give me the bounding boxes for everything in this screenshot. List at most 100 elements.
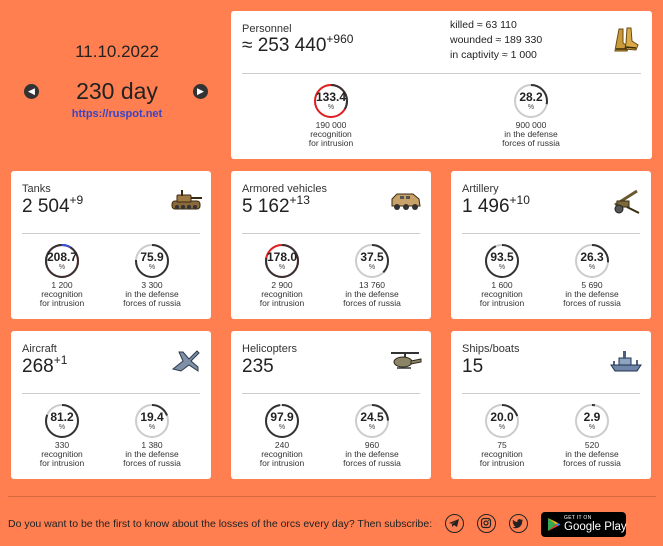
gauge-value: 2.9 xyxy=(583,410,601,424)
gauge-percent: % xyxy=(527,104,535,111)
gauge-svg xyxy=(45,244,79,278)
gauge-ring: 2.9 % xyxy=(574,403,610,439)
gauge-svg xyxy=(575,244,609,278)
equipment-card-ships-boats: Ships/boats 15 20.0 % 75 recognition for… xyxy=(451,331,651,479)
gauge-value: 93.5 xyxy=(490,250,514,264)
gauge-percent: % xyxy=(58,264,66,271)
gauge-percent: % xyxy=(148,424,156,431)
gauge-value: 208.7 xyxy=(46,250,78,264)
gauge-svg xyxy=(355,244,389,278)
stat-defense: 37.5 % 13 760 in the defense forces of r… xyxy=(327,243,417,308)
stat-label: in the defense xyxy=(125,449,179,459)
gauge-svg xyxy=(485,244,519,278)
gauge-ring: 28.2 % xyxy=(513,83,549,119)
stat-defense: 2.9 % 520 in the defense forces of russi… xyxy=(547,403,637,468)
stat-label: in the defense xyxy=(565,449,619,459)
stat-number: 330 xyxy=(54,440,70,450)
twitter-icon[interactable] xyxy=(509,514,528,533)
stat-label: forces of russia xyxy=(502,138,560,148)
gauge-fill xyxy=(45,404,79,438)
gauge-ring: 178.0 % xyxy=(264,243,300,279)
next-day-button[interactable]: ▶ xyxy=(193,84,208,99)
stat-label: recognition xyxy=(481,289,523,299)
google-play-button[interactable]: GET IT ON Google Play xyxy=(541,512,627,537)
gauge-value: 28.2 xyxy=(519,90,543,104)
card-value: 235 xyxy=(242,356,274,377)
stat-recognition: 97.9 % 240 recognition for intrusion xyxy=(237,403,327,468)
gauge-value: 24.5 xyxy=(360,410,384,424)
report-date: 11.10.2022 xyxy=(75,42,159,61)
equipment-card-tanks: Tanks 2 504+9 208.7 % 1 200 recognition … xyxy=(11,171,211,319)
gauge-percent: % xyxy=(498,424,506,431)
gauge-percent: % xyxy=(327,104,335,111)
stat-defense: 19.4 % 1 380 in the defense forces of ru… xyxy=(107,403,197,468)
gauge-ring: 20.0 % xyxy=(484,403,520,439)
equipment-card-armored-vehicles: Armored vehicles 5 162+13 178.0 % 2 900 … xyxy=(231,171,431,319)
gauge-ring: 93.5 % xyxy=(484,243,520,279)
gauge-value: 37.5 xyxy=(360,250,384,264)
gauge-value: 133.4 xyxy=(315,90,347,104)
gauge-svg xyxy=(575,404,609,438)
gauge-value: 75.9 xyxy=(140,250,164,264)
card-divider xyxy=(242,393,420,394)
gauge-percent: % xyxy=(588,264,596,271)
stat-recognition: 20.0 % 75 recognition for intrusion xyxy=(457,403,547,468)
day-counter: 230 day xyxy=(76,78,158,104)
stat-label: for intrusion xyxy=(39,298,85,308)
card-delta: +960 xyxy=(326,32,354,46)
gauge-percent: % xyxy=(498,264,506,271)
ship-icon xyxy=(609,347,643,380)
stat-number: 900 000 xyxy=(515,120,547,130)
stat-label: recognition xyxy=(481,449,523,459)
stat-recognition: 208.7 % 1 200 recognition for intrusion xyxy=(17,243,107,308)
card-value: 1 496+10 xyxy=(462,193,530,217)
stat-label: recognition xyxy=(41,449,83,459)
gauge-percent: % xyxy=(148,264,156,271)
prev-day-button[interactable]: ◀ xyxy=(24,84,39,99)
card-delta: +10 xyxy=(509,193,530,207)
stat-label: recognition xyxy=(41,289,83,299)
gauge-fill xyxy=(355,404,389,438)
gauge-overflow-2 xyxy=(45,244,79,278)
card-divider xyxy=(242,233,420,234)
gauge-fill xyxy=(355,244,389,278)
stat-label: in the defense xyxy=(345,449,399,459)
boots-icon xyxy=(611,25,641,60)
stat-recognition: 93.5 % 1 600 recognition for intrusion xyxy=(457,243,547,308)
stat-number: 1 600 xyxy=(491,280,513,290)
stat-label: recognition xyxy=(261,289,303,299)
stat-label: in the defense xyxy=(125,289,179,299)
gauge-svg xyxy=(265,244,299,278)
gauge-percent: % xyxy=(368,424,376,431)
stat-label: forces of russia xyxy=(563,298,621,308)
killed-count: killed ≈ 63 110 xyxy=(450,19,517,31)
gauge-fill xyxy=(485,244,519,278)
stat-label: in the defense xyxy=(565,289,619,299)
gauge-percent: % xyxy=(588,424,596,431)
instagram-icon[interactable] xyxy=(477,514,496,533)
subscribe-text: Do you want to be the first to know abou… xyxy=(8,518,433,530)
stat-label: for intrusion xyxy=(308,138,354,148)
gauge-overflow xyxy=(314,84,348,118)
tank-icon xyxy=(169,187,203,220)
card-title: Tanks xyxy=(22,183,51,195)
gauge-svg xyxy=(135,404,169,438)
site-link[interactable]: https://ruspot.net xyxy=(71,108,163,120)
stat-number: 240 xyxy=(274,440,290,450)
stat-number: 5 690 xyxy=(581,280,603,290)
card-value: ≈ 253 440+960 xyxy=(242,32,354,56)
stat-label: for intrusion xyxy=(479,458,525,468)
stat-recognition: 81.2 % 330 recognition for intrusion xyxy=(17,403,107,468)
personnel-breakdown: killed ≈ 63 110 wounded ≈ 189 330 in cap… xyxy=(450,18,542,63)
google-play-icon xyxy=(548,518,561,531)
card-divider xyxy=(462,233,640,234)
stat-number: 13 760 xyxy=(359,280,385,290)
stat-number: 1 200 xyxy=(51,280,73,290)
card-value: 2 504+9 xyxy=(22,193,84,217)
telegram-icon[interactable] xyxy=(445,514,464,533)
equipment-card-helicopters: Helicopters 235 97.9 % 240 recognition f… xyxy=(231,331,431,479)
card-value: 268+1 xyxy=(22,353,68,377)
card-divider xyxy=(22,233,200,234)
personnel-card: Personnel ≈ 253 440+960 killed ≈ 63 110 … xyxy=(231,11,652,159)
card-divider xyxy=(242,73,641,74)
